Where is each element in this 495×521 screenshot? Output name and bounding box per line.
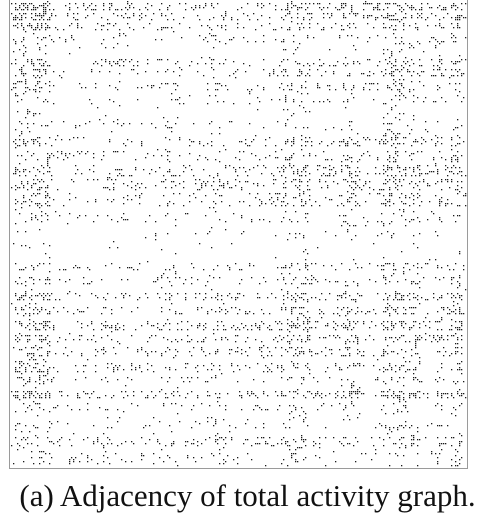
figure-caption: (a) Adjacency of total activity graph.: [19, 478, 476, 513]
adjacency-matrix-plot: [9, 0, 468, 469]
adjacency-matrix-dots: [11, 1, 467, 467]
